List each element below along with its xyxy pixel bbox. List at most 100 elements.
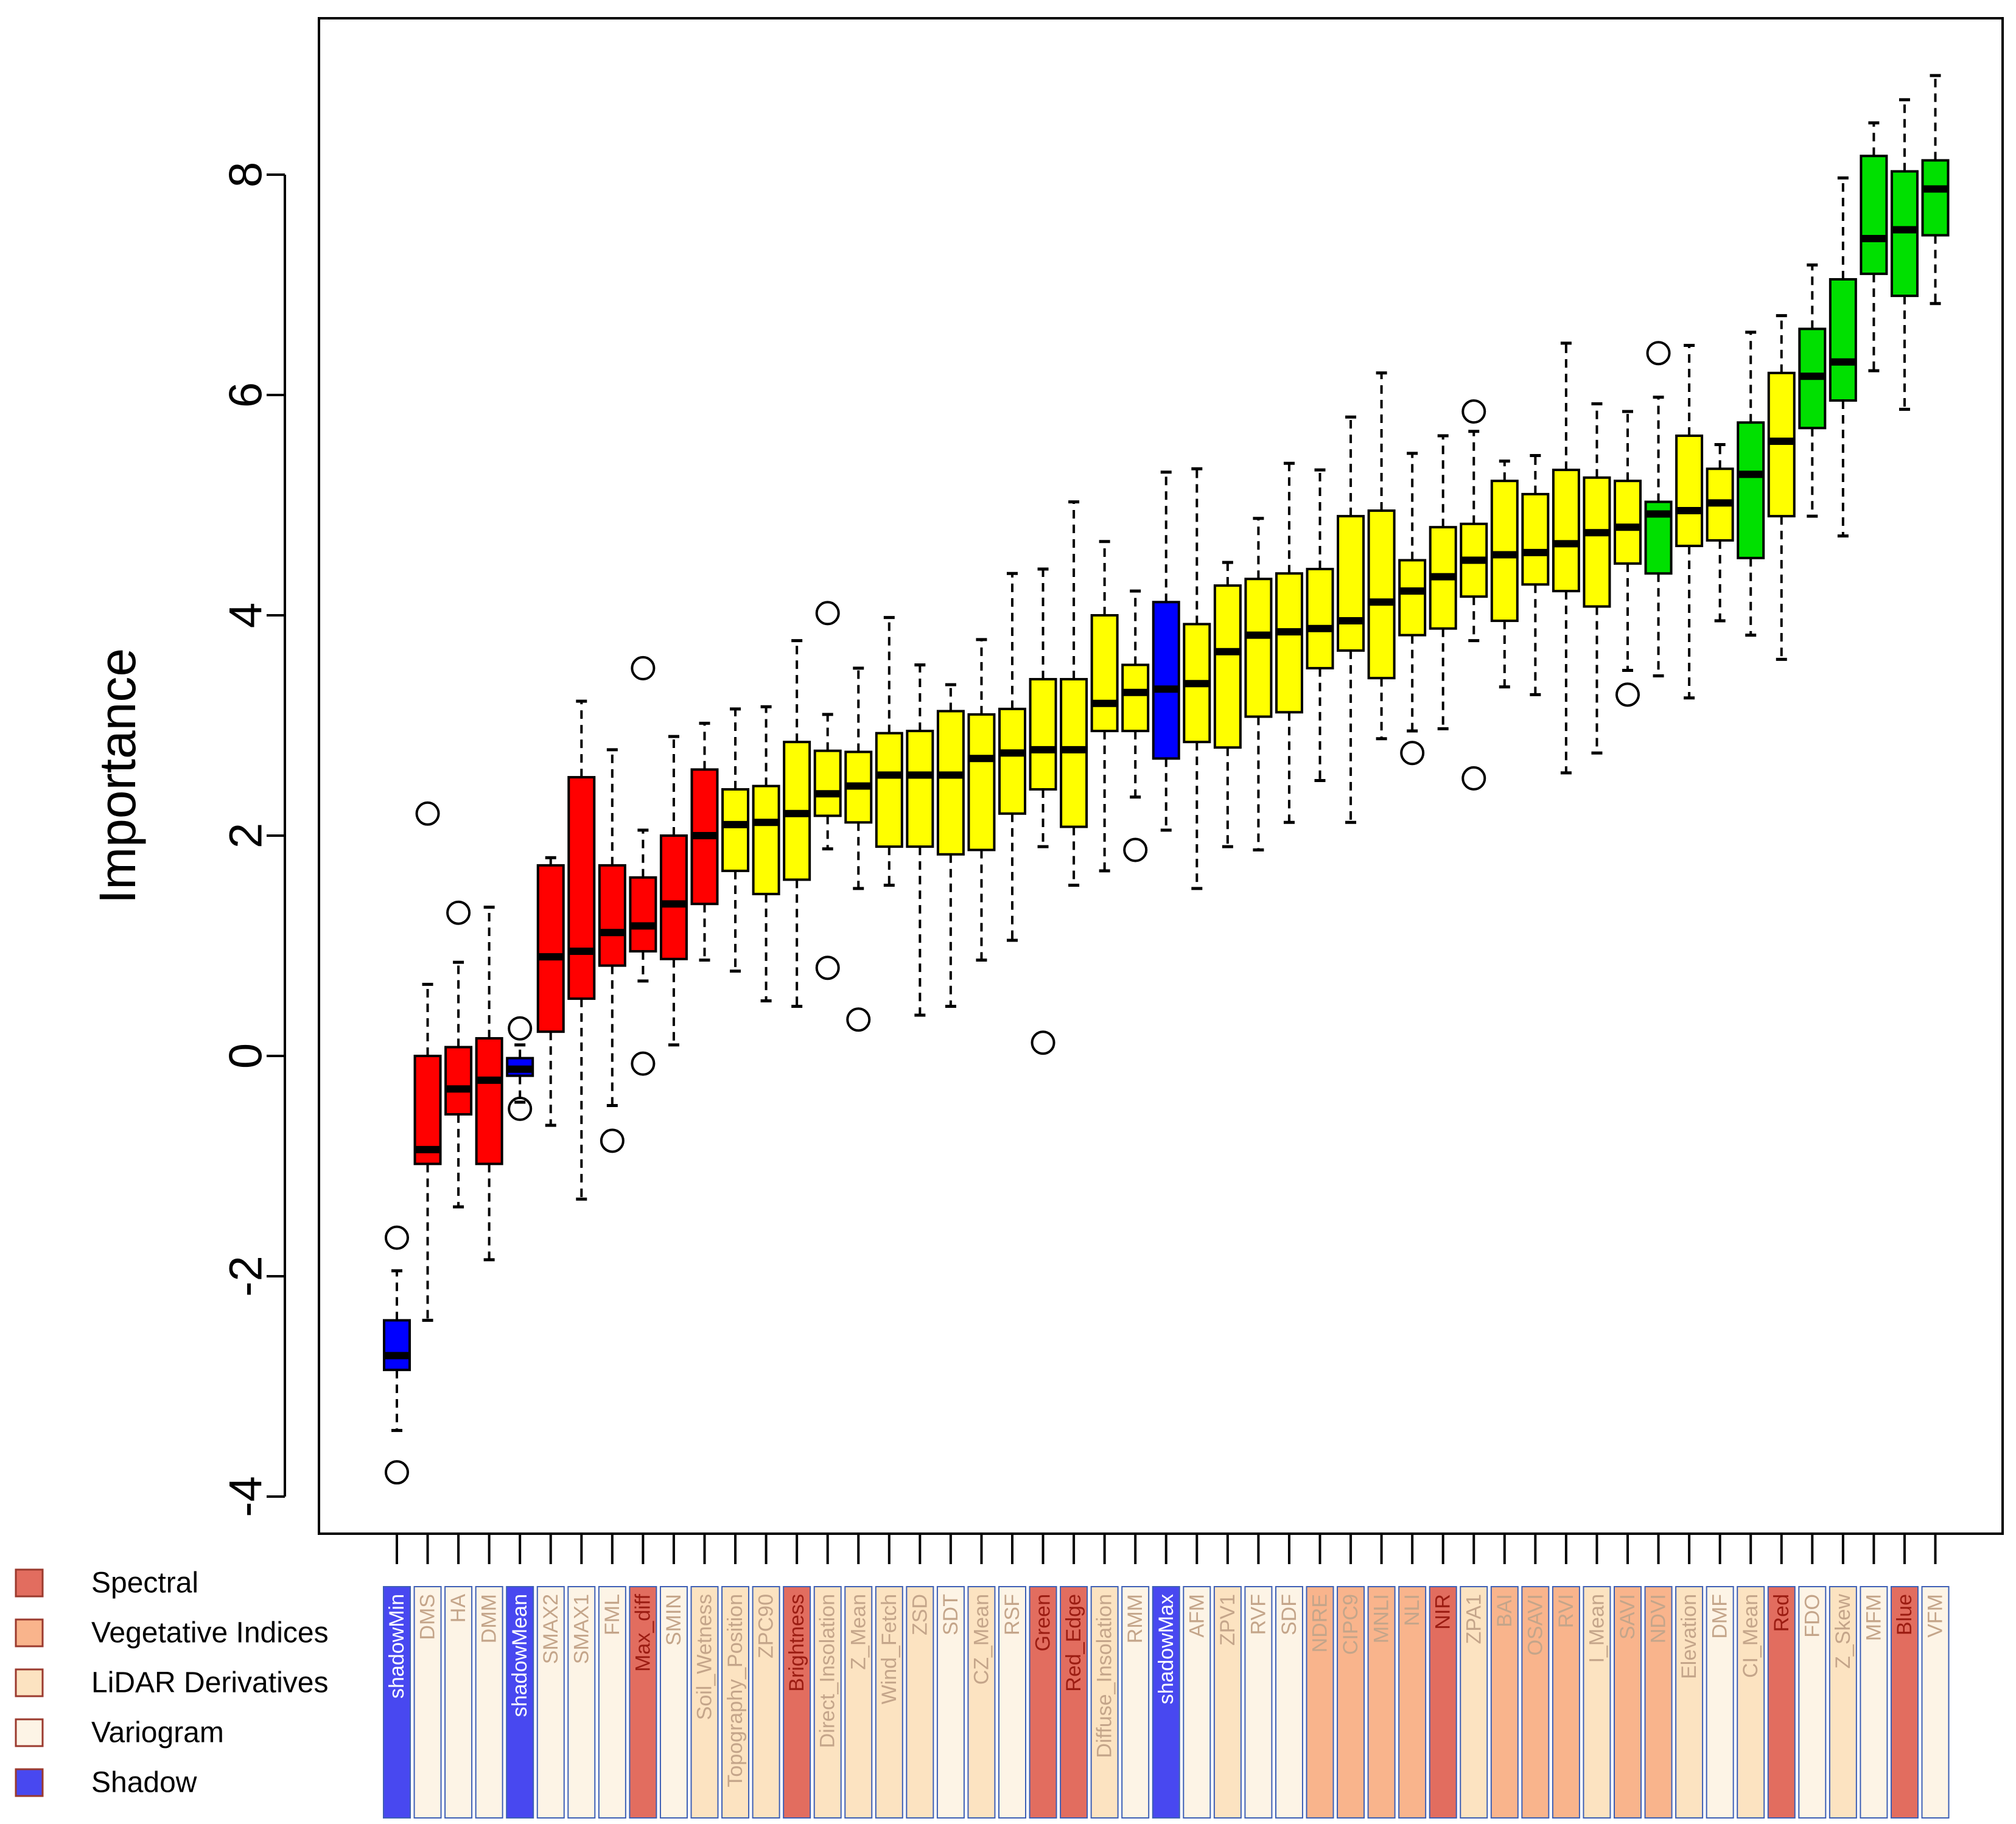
feature-label-box	[967, 1586, 996, 1819]
iqr-box	[721, 788, 750, 872]
iqr-box	[1675, 434, 1704, 547]
boxplot-afm	[1183, 467, 1211, 1564]
feature-label-box	[1060, 1586, 1088, 1819]
feature-label-box	[1614, 1586, 1642, 1819]
feature-label-box	[444, 1586, 473, 1819]
boxplot-z_skew	[1829, 176, 1857, 1564]
iqr-box	[1490, 480, 1519, 623]
outlier-point	[600, 1128, 625, 1153]
boxplot-shadowmean	[506, 1016, 534, 1564]
iqr-box	[1275, 572, 1303, 714]
feature-label: CI_Mean	[1739, 1594, 1762, 1678]
boxplot-sdt	[936, 683, 965, 1564]
feature-label: DMS	[416, 1594, 439, 1640]
feature-label: I_Mean	[1585, 1594, 1608, 1663]
legend-swatch-variogram	[15, 1718, 44, 1747]
feature-label-box	[1244, 1586, 1273, 1819]
boxplot-elevation	[1675, 344, 1704, 1564]
outlier-point	[385, 1225, 409, 1250]
feature-label: HA	[447, 1594, 470, 1623]
boxplot-nli	[1398, 452, 1427, 1564]
feature-label-box	[721, 1586, 750, 1819]
outlier-point	[1461, 399, 1486, 424]
feature-label: SDT	[939, 1594, 962, 1635]
boxplot-green	[1029, 567, 1057, 1564]
iqr-box	[444, 1046, 473, 1116]
feature-label: NIR	[1432, 1594, 1455, 1630]
outlier-point	[815, 601, 840, 626]
outlier-point	[1400, 741, 1425, 766]
iqr-box	[1337, 515, 1365, 652]
iqr-box	[1921, 159, 1950, 237]
boxplot-mnli	[1367, 371, 1396, 1564]
feature-label: shadowMin	[385, 1594, 408, 1699]
feature-label-box	[659, 1586, 688, 1819]
feature-label: NDVI	[1647, 1594, 1670, 1643]
feature-label: OSAVI	[1524, 1594, 1547, 1655]
iqr-box	[813, 749, 842, 817]
feature-label: RSF	[1001, 1594, 1024, 1635]
category-legend: Spectral Vegetative Indices LiDAR Derivati…	[15, 1567, 329, 1799]
iqr-box	[1552, 469, 1580, 593]
feature-label: CIPC9	[1339, 1594, 1362, 1655]
boxplot-bai	[1490, 459, 1519, 1564]
outlier-point	[1461, 766, 1486, 791]
feature-label: FML	[601, 1594, 624, 1635]
feature-label-box	[1583, 1586, 1611, 1819]
feature-label-box	[998, 1586, 1026, 1819]
outlier-point	[846, 1007, 871, 1032]
y-tick-label: 6	[220, 382, 272, 408]
outlier-point	[1123, 837, 1148, 862]
iqr-box	[936, 710, 965, 856]
feature-label: Soil_Wetness	[693, 1594, 716, 1720]
boxplot-smax1	[567, 699, 596, 1564]
iqr-box	[1029, 677, 1057, 791]
feature-label-box	[567, 1586, 596, 1819]
feature-label-box	[598, 1586, 626, 1819]
feature-label-box	[1860, 1586, 1888, 1819]
boxplot-brightness	[783, 639, 811, 1564]
boxplot-zpc90	[752, 705, 780, 1564]
iqr-box	[1829, 278, 1857, 402]
outlier-point	[1646, 341, 1671, 366]
feature-label: ZSD	[908, 1594, 931, 1635]
iqr-box	[1890, 170, 1919, 298]
feature-label: Elevation	[1678, 1594, 1701, 1679]
feature-label-box	[1767, 1586, 1796, 1819]
feature-label: NLI	[1401, 1594, 1424, 1626]
iqr-box	[1121, 663, 1150, 733]
outlier-point	[1031, 1030, 1055, 1055]
feature-label-box	[1367, 1586, 1396, 1819]
boxplot-rsf	[998, 571, 1026, 1564]
feature-label-box	[383, 1586, 411, 1819]
boxplot-zsd	[906, 663, 934, 1564]
feature-label-box	[1090, 1586, 1119, 1819]
outlier-point	[631, 655, 656, 680]
feature-label-box	[1675, 1586, 1704, 1819]
feature-label-box	[506, 1586, 534, 1819]
feature-label: MNLI	[1370, 1594, 1393, 1643]
feature-label-box	[1398, 1586, 1427, 1819]
iqr-box	[1614, 480, 1642, 565]
iqr-box	[383, 1319, 411, 1371]
iqr-box	[1583, 476, 1611, 608]
legend-swatch-lidar	[15, 1668, 44, 1697]
legend-label-variogram: Variogram	[91, 1717, 224, 1749]
feature-label: shadowMax	[1155, 1594, 1178, 1704]
feature-label: SAVI	[1616, 1594, 1639, 1640]
iqr-box	[475, 1037, 503, 1165]
feature-label: BAI	[1493, 1594, 1516, 1627]
boxplot-savi	[1614, 410, 1642, 1564]
boxplot-smin	[659, 735, 688, 1564]
legend-swatch-shadow	[15, 1768, 44, 1797]
boxplot-ndre	[1306, 468, 1334, 1564]
feature-label: DMM	[478, 1594, 501, 1643]
boxplot-cz_mean	[967, 638, 996, 1564]
feature-label-box	[1121, 1586, 1150, 1819]
boxplot-smax2	[536, 856, 565, 1564]
feature-label-box	[875, 1586, 903, 1819]
boxplot-dmf	[1706, 442, 1734, 1564]
feature-label-box	[1737, 1586, 1765, 1819]
iqr-box	[1398, 559, 1427, 637]
feature-label: AFM	[1185, 1594, 1208, 1638]
